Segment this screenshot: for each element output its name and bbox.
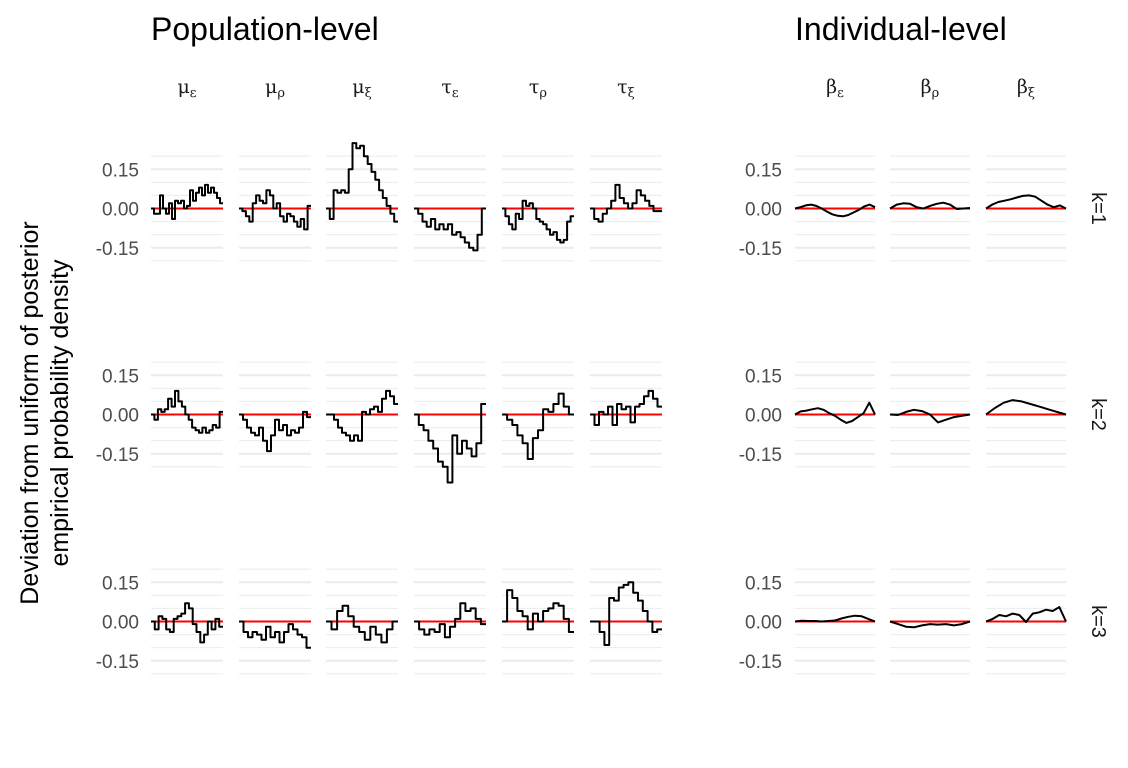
facet-subscript: ρ xyxy=(932,86,940,101)
facet-label: βξ xyxy=(1017,76,1035,101)
facet-param: τ xyxy=(617,76,628,98)
series-line xyxy=(326,604,398,644)
series-line xyxy=(239,620,311,649)
facet-subscript: ρ xyxy=(539,86,547,101)
facet-param: τ xyxy=(529,76,540,98)
y-axis-label-line-2: empirical probability density xyxy=(46,259,74,567)
row-strip-label: k=1 xyxy=(1087,192,1109,225)
y-axis-label-line-1: Deviation from uniform of posterior xyxy=(16,221,44,604)
facet-subscript: ε xyxy=(190,86,197,101)
facet-label: τε xyxy=(441,76,459,101)
series-line xyxy=(794,401,876,424)
facet-label: τξ xyxy=(617,76,635,101)
series-line xyxy=(502,589,574,633)
y-tick-label: 0.15 xyxy=(745,366,782,387)
facet-subscript: ε xyxy=(452,86,459,101)
y-tick-label: 0.00 xyxy=(745,613,782,634)
y-tick-label: -0.15 xyxy=(739,445,782,466)
y-tick-label: 0.00 xyxy=(102,613,139,634)
y-tick-label: 0.00 xyxy=(102,406,139,427)
series-line xyxy=(326,389,398,442)
facet-subscript: ξ xyxy=(365,86,372,101)
y-tick-label: -0.15 xyxy=(96,239,139,260)
y-tick-label: -0.15 xyxy=(739,652,782,673)
y-tick-label: 0.15 xyxy=(745,573,782,594)
facet-param: β xyxy=(826,76,837,98)
series-line xyxy=(794,203,876,218)
facet-subscript: ρ xyxy=(277,86,285,101)
series-line xyxy=(414,403,486,484)
facet-param: μ xyxy=(265,76,277,98)
series-line xyxy=(502,392,574,460)
series-line xyxy=(985,194,1067,210)
facet-param: τ xyxy=(441,76,452,98)
series-line xyxy=(889,408,971,424)
y-tick-label: 0.00 xyxy=(745,200,782,221)
series-line xyxy=(151,389,223,434)
series-line xyxy=(502,199,574,244)
series-line xyxy=(985,399,1067,416)
y-tick-label: 0.00 xyxy=(745,406,782,427)
y-tick-label: 0.15 xyxy=(102,160,139,181)
y-tick-label: 0.00 xyxy=(102,200,139,221)
series-line xyxy=(590,581,662,646)
series-line xyxy=(326,142,398,223)
facet-label: τρ xyxy=(529,76,547,101)
facet-param: β xyxy=(921,76,932,98)
series-line xyxy=(985,606,1067,623)
series-line xyxy=(151,602,223,644)
y-tick-label: 0.15 xyxy=(745,160,782,181)
series-line xyxy=(590,183,662,223)
row-strip-label: k=2 xyxy=(1087,398,1109,431)
y-tick-label: -0.15 xyxy=(96,652,139,673)
facet-label: με xyxy=(177,76,196,101)
facet-label: βε xyxy=(826,76,844,101)
y-tick-label: -0.15 xyxy=(739,239,782,260)
series-line xyxy=(151,183,223,220)
facet-param: μ xyxy=(177,76,189,98)
y-tick-label: 0.15 xyxy=(102,573,139,594)
facet-param: μ xyxy=(352,76,364,98)
series-line xyxy=(239,410,311,453)
facet-param: β xyxy=(1017,76,1028,98)
series-line xyxy=(590,389,662,426)
series-line xyxy=(414,602,486,639)
facet-label: μξ xyxy=(352,76,372,101)
series-line xyxy=(414,207,486,252)
panel-group-title: Population-level xyxy=(151,11,379,47)
row-strip-label: k=3 xyxy=(1087,605,1109,638)
y-tick-label: 0.15 xyxy=(102,366,139,387)
series-line xyxy=(889,620,971,629)
series-line xyxy=(794,614,876,623)
series-line xyxy=(239,189,311,231)
facet-label: μρ xyxy=(265,76,285,101)
panel-group-title: Individual-level xyxy=(795,11,1007,47)
facet-subscript: ξ xyxy=(628,86,635,101)
series-line xyxy=(889,201,971,210)
facet-subscript: ξ xyxy=(1028,86,1035,101)
y-tick-label: -0.15 xyxy=(96,445,139,466)
facet-label: βρ xyxy=(921,76,940,101)
facet-subscript: ε xyxy=(837,86,844,101)
